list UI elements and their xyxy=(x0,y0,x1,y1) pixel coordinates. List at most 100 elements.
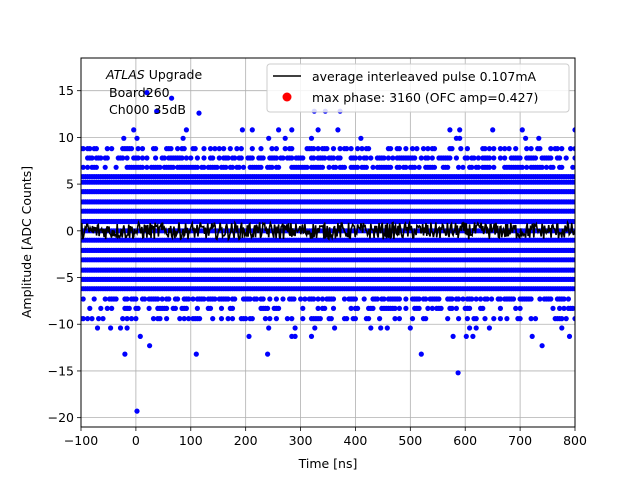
sample-point xyxy=(254,296,260,302)
sample-point xyxy=(249,155,255,161)
sample-point xyxy=(425,146,431,152)
sample-point xyxy=(102,296,108,302)
sample-point xyxy=(300,305,306,311)
sample-point xyxy=(460,296,466,302)
sample-point xyxy=(519,164,525,170)
sample-point xyxy=(550,164,556,170)
sample-point xyxy=(150,316,157,322)
sample-point xyxy=(124,155,130,161)
sample-point xyxy=(319,164,326,170)
sample-point xyxy=(144,164,150,170)
sample-point xyxy=(352,155,358,161)
sample-point xyxy=(276,305,282,311)
sample-point xyxy=(480,305,486,311)
sample-point xyxy=(249,127,255,133)
sample-point xyxy=(304,164,310,170)
sample-point xyxy=(146,305,152,311)
sample-point xyxy=(532,316,539,322)
sample-point xyxy=(457,135,463,141)
sample-point xyxy=(218,305,225,311)
sample-point xyxy=(438,305,444,311)
sample-point xyxy=(330,305,337,311)
sample-point xyxy=(289,316,295,322)
sample-point xyxy=(144,155,150,161)
sample-point xyxy=(260,296,266,302)
sample-point xyxy=(225,155,231,161)
sample-point xyxy=(269,164,275,170)
sample-point xyxy=(319,296,326,302)
sample-point xyxy=(563,316,569,322)
sample-point xyxy=(537,296,543,302)
sample-point xyxy=(175,146,181,152)
sample-point xyxy=(456,316,462,322)
sample-point xyxy=(513,146,519,152)
sample-point xyxy=(276,127,282,133)
sample-point xyxy=(94,325,101,331)
sample-point xyxy=(559,146,565,152)
sample-point xyxy=(554,146,561,152)
sample-point xyxy=(563,155,569,161)
sample-point xyxy=(470,333,476,339)
sample-point xyxy=(396,164,402,170)
sample-point xyxy=(113,164,119,170)
sample-point xyxy=(328,316,334,322)
sample-point xyxy=(330,146,337,152)
sample-point xyxy=(409,316,416,322)
sample-point xyxy=(172,305,178,311)
sample-point xyxy=(352,316,358,322)
sample-point xyxy=(445,316,451,322)
sample-point xyxy=(572,208,575,214)
sample-point xyxy=(566,333,573,339)
sample-point xyxy=(572,199,575,205)
sample-point xyxy=(517,316,523,322)
sample-point xyxy=(447,155,453,161)
sample-point xyxy=(133,316,139,322)
y-tick-label: 15 xyxy=(58,83,74,98)
sample-point xyxy=(475,164,481,170)
sample-point xyxy=(572,218,575,225)
y-tick-label: −20 xyxy=(48,410,74,425)
sample-point xyxy=(403,296,409,302)
sample-point xyxy=(298,296,304,302)
x-tick-label: 200 xyxy=(234,433,258,448)
sample-point xyxy=(484,296,490,302)
sample-point xyxy=(348,146,354,152)
sample-point xyxy=(85,316,91,322)
sample-point xyxy=(449,146,455,152)
sample-point xyxy=(183,127,189,133)
sample-point xyxy=(431,146,438,152)
sample-point xyxy=(93,146,99,152)
sample-point xyxy=(335,127,341,133)
sample-point xyxy=(324,146,330,152)
sample-point xyxy=(504,316,510,322)
x-tick-label: 800 xyxy=(563,433,587,448)
sample-point xyxy=(155,296,161,302)
sample-point xyxy=(409,146,416,152)
sample-point xyxy=(249,316,255,322)
sample-point xyxy=(528,316,534,322)
sample-point xyxy=(221,146,227,152)
sample-point xyxy=(87,146,93,152)
sample-point xyxy=(135,146,141,152)
sample-point xyxy=(568,146,574,152)
sample-point xyxy=(491,146,497,152)
sample-point xyxy=(370,305,376,311)
y-axis-title: Amplitude [ADC Counts] xyxy=(19,166,34,318)
sample-point xyxy=(168,146,174,152)
sample-point xyxy=(572,179,575,185)
sample-point xyxy=(100,316,106,322)
plot-frame xyxy=(80,57,576,428)
sample-point xyxy=(557,155,563,161)
sample-point xyxy=(572,257,575,263)
sample-point xyxy=(543,164,550,170)
sample-point xyxy=(497,146,503,152)
sample-point xyxy=(559,316,565,322)
sample-point xyxy=(458,146,464,152)
sample-point xyxy=(89,316,95,322)
sample-point xyxy=(218,316,225,322)
sample-point xyxy=(486,155,492,161)
sample-point xyxy=(557,305,563,311)
sample-point xyxy=(513,305,519,311)
sample-point xyxy=(489,296,495,302)
